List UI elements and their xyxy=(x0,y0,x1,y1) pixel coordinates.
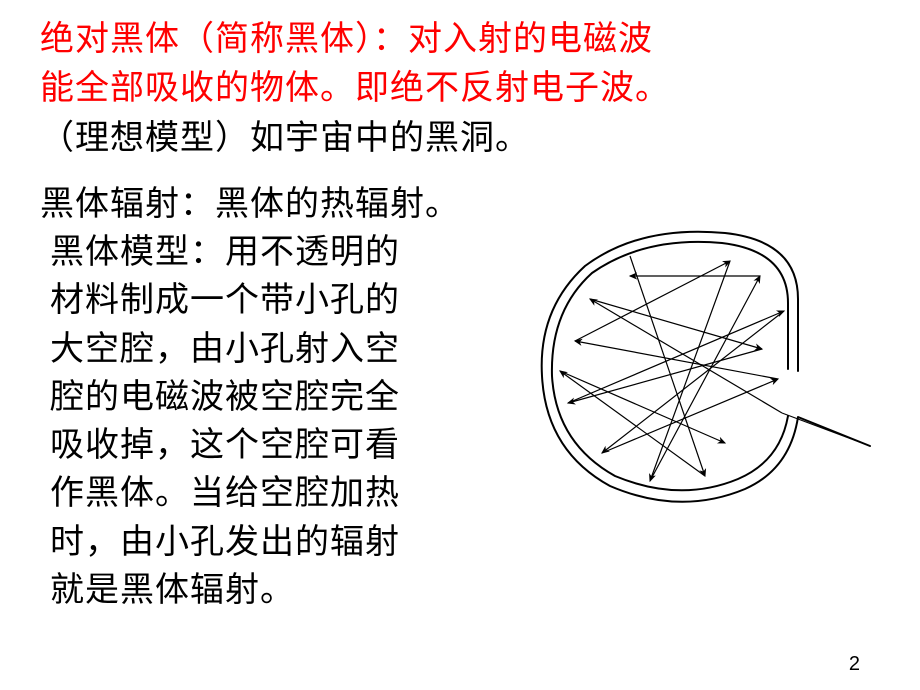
title-block: 绝对黑体（简称黑体）：对入射的电磁波 能全部吸收的物体。即绝不反射电子波。 （理… xyxy=(40,15,880,163)
body-text: 黑体辐射：黑体的热辐射。 黑体模型：用不透明的 材料制成一个带小孔的 大空腔，由… xyxy=(40,181,520,615)
body-line-8: 时，由小孔发出的辐射 xyxy=(40,519,520,567)
body-line-4: 大空腔，由小孔射入空 xyxy=(40,326,520,374)
title-line-2: 能全部吸收的物体。即绝不反射电子波。 xyxy=(40,64,880,113)
body-row: 黑体辐射：黑体的热辐射。 黑体模型：用不透明的 材料制成一个带小孔的 大空腔，由… xyxy=(40,181,880,615)
page-number: 2 xyxy=(849,653,860,676)
body-line-1: 黑体辐射：黑体的热辐射。 xyxy=(40,181,520,229)
body-line-5: 腔的电磁波被空腔完全 xyxy=(40,374,520,422)
slide: 绝对黑体（简称黑体）：对入射的电磁波 能全部吸收的物体。即绝不反射电子波。 （理… xyxy=(0,0,920,690)
diagram-container xyxy=(520,181,880,521)
title-line-3: （理想模型）如宇宙中的黑洞。 xyxy=(40,114,880,163)
blackbody-cavity-diagram xyxy=(530,221,880,521)
body-line-3: 材料制成一个带小孔的 xyxy=(40,277,520,325)
body-line-7: 作黑体。当给空腔加热 xyxy=(40,470,520,518)
body-line-2: 黑体模型：用不透明的 xyxy=(40,229,520,277)
body-line-6: 吸收掉，这个空腔可看 xyxy=(40,422,520,470)
body-line-9: 就是黑体辐射。 xyxy=(40,567,520,615)
title-line-1: 绝对黑体（简称黑体）：对入射的电磁波 xyxy=(40,15,880,64)
